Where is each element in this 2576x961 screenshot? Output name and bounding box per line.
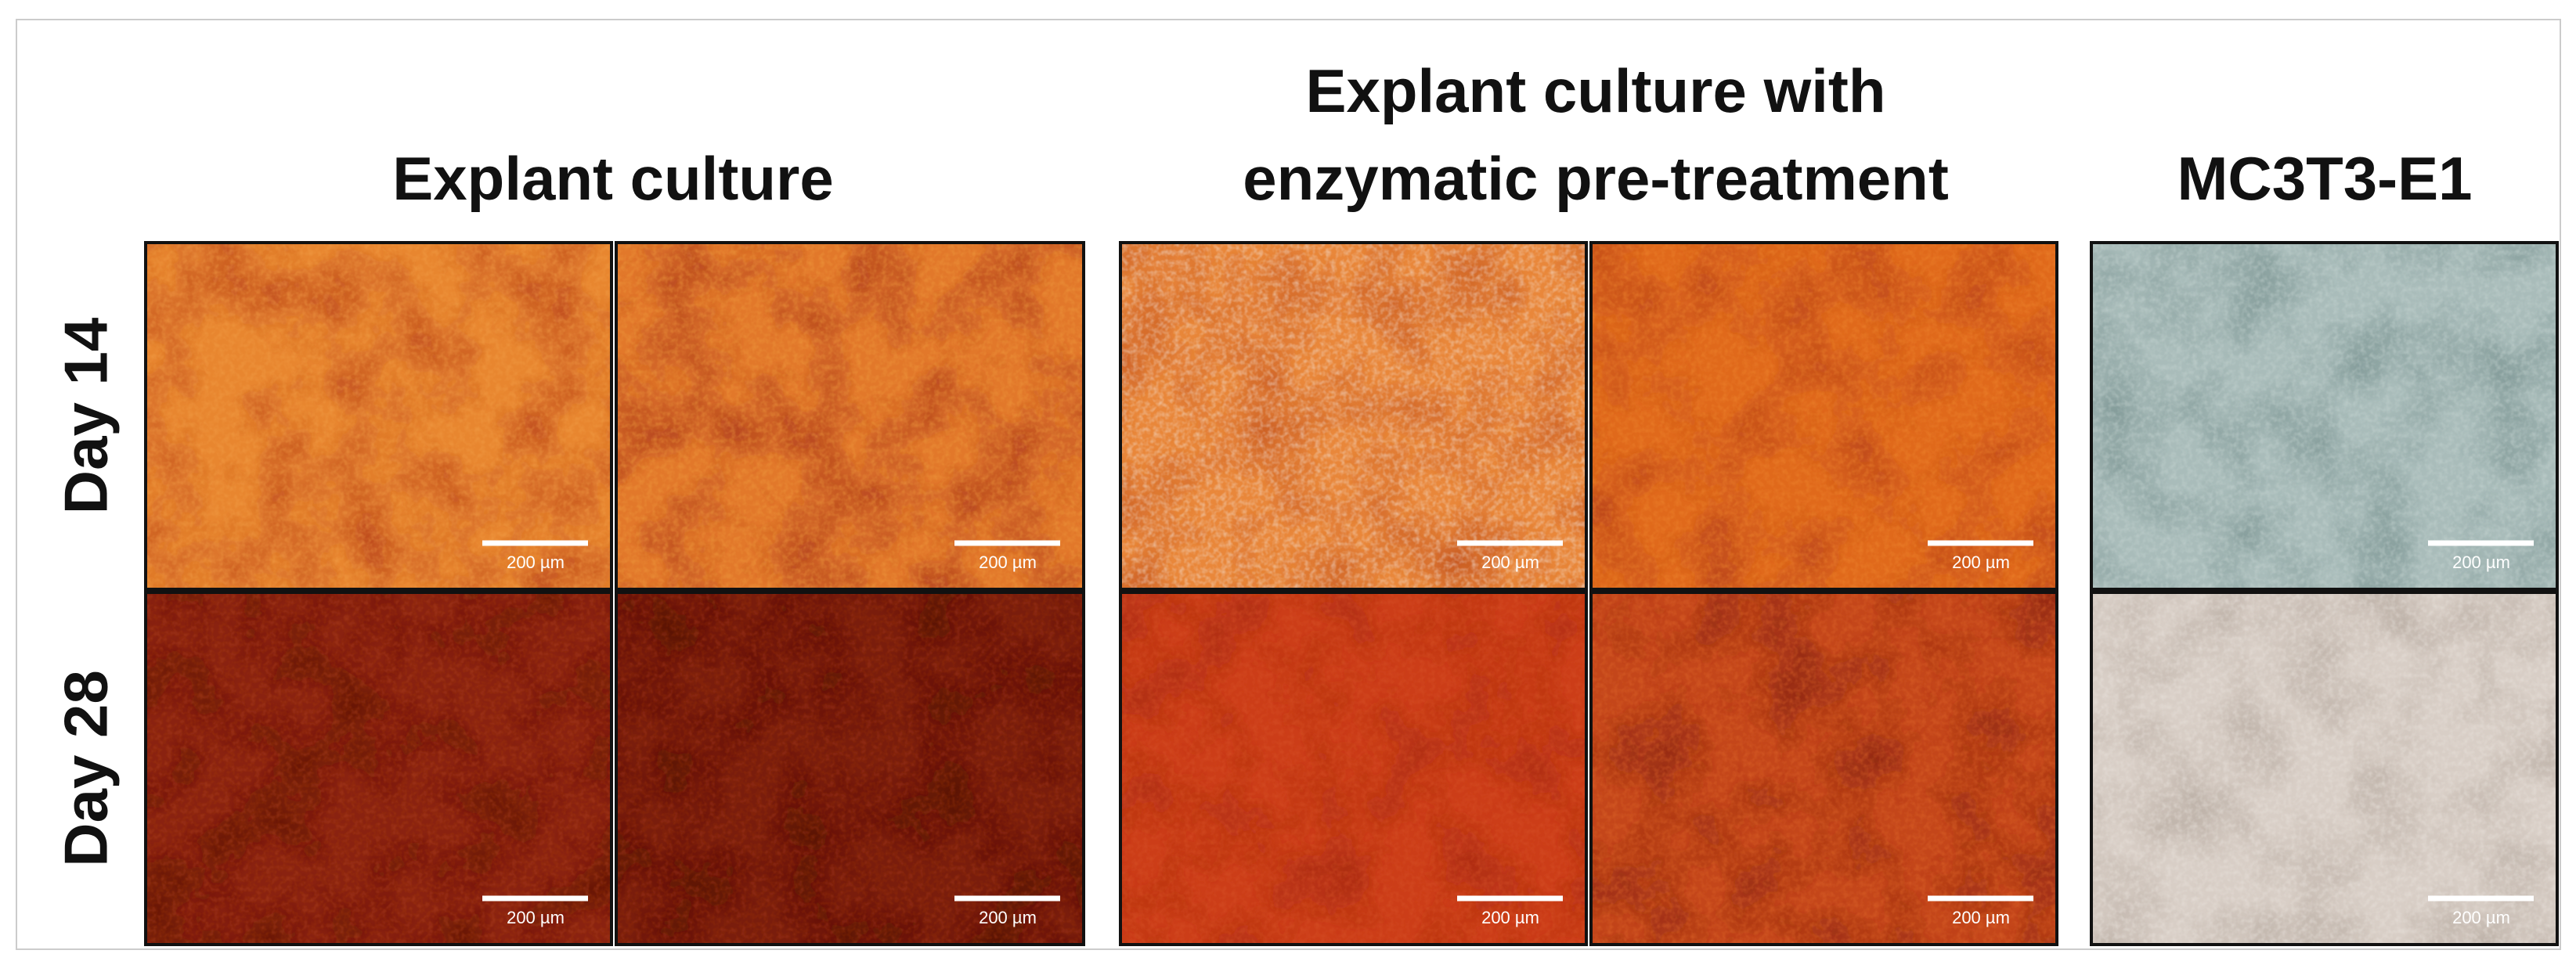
image-border xyxy=(615,241,1085,591)
image-border xyxy=(1589,241,2058,591)
scale-bar-label: 200 µm xyxy=(507,552,565,572)
image-border xyxy=(2090,591,2559,946)
scale-bar-label: 200 µm xyxy=(1481,908,1539,927)
image-border xyxy=(144,241,613,591)
image-grain xyxy=(2091,243,2557,589)
image-border xyxy=(1119,591,1588,946)
image-border xyxy=(1119,241,1588,591)
scale-bar-label: 200 µm xyxy=(1952,908,2010,927)
micrograph: 200 µm xyxy=(1589,241,2058,591)
image-grain xyxy=(1120,243,1586,589)
image-grain xyxy=(146,243,612,589)
micrograph: 200 µm xyxy=(144,591,613,946)
scale-bar-label: 200 µm xyxy=(2452,908,2510,927)
scale-bar-label: 200 µm xyxy=(507,908,565,927)
micrograph: 200 µm xyxy=(1119,241,1588,591)
column-title: MC3T3-E1 xyxy=(2177,144,2472,213)
micrograph: 200 µm xyxy=(2090,241,2559,591)
image-grain xyxy=(616,592,1084,945)
image-border xyxy=(615,591,1085,946)
scale-bar-label: 200 µm xyxy=(979,552,1037,572)
column-title: Explant culture with xyxy=(1305,56,1885,125)
micrograph: 200 µm xyxy=(2090,591,2559,946)
scale-bar-label: 200 µm xyxy=(1952,552,2010,572)
image-grain xyxy=(146,592,612,945)
image-border xyxy=(2090,241,2559,591)
micrograph: 200 µm xyxy=(144,241,613,591)
image-border xyxy=(1589,591,2058,946)
scale-bar-label: 200 µm xyxy=(979,908,1037,927)
micrograph: 200 µm xyxy=(1119,591,1588,946)
image-grain xyxy=(2091,592,2557,945)
image-grain xyxy=(1120,592,1586,945)
image-border xyxy=(144,591,613,946)
row-label: Day 28 xyxy=(52,670,121,867)
image-grain xyxy=(616,243,1084,589)
column-title: enzymatic pre-treatment xyxy=(1243,144,1949,213)
micrograph: 200 µm xyxy=(1589,591,2058,946)
scale-bar-label: 200 µm xyxy=(1481,552,1539,572)
column-title: Explant culture xyxy=(392,144,833,213)
image-grain xyxy=(1591,592,2057,945)
row-label: Day 14 xyxy=(52,318,121,515)
micrograph: 200 µm xyxy=(615,241,1085,591)
image-grain xyxy=(1591,243,2057,589)
micrograph: 200 µm xyxy=(615,591,1085,946)
frame xyxy=(16,19,2561,950)
scale-bar-label: 200 µm xyxy=(2452,552,2510,572)
